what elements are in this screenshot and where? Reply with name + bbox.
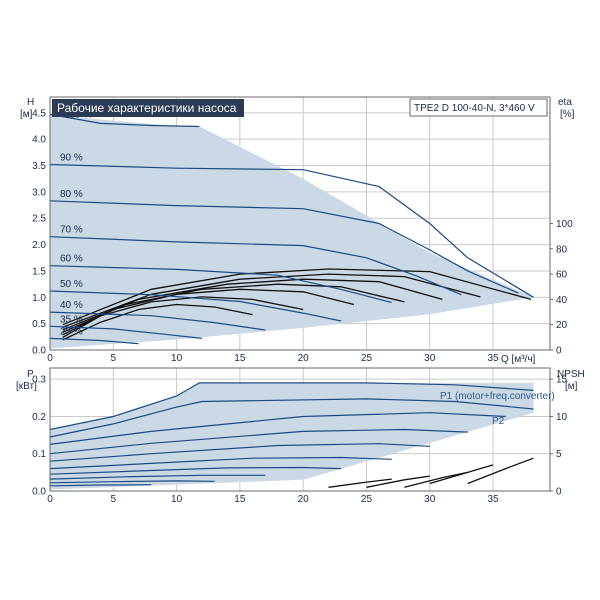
power-curves xyxy=(49,382,534,487)
x-tick-label: 0 xyxy=(47,353,53,364)
right-tick-label: 40 xyxy=(556,295,568,306)
power-chart: 0.0 0.1 0.2 0.3 0 5 10 15 20 25 30 35 0 5 10 15 P1 (mot… xyxy=(16,367,585,505)
speed-label: 35 % xyxy=(60,314,83,325)
x-axis-title: Q [м³/ч] xyxy=(501,354,536,365)
curve-5 xyxy=(49,456,392,470)
y-tick-label: 4.5 xyxy=(32,108,46,119)
p-axis-unit: [кВт] xyxy=(16,381,37,392)
y-tick-label: 0.2 xyxy=(32,412,46,423)
curve-p2 xyxy=(49,398,534,438)
npsh-curve-4 xyxy=(328,478,392,488)
y-tick-label: 0.3 xyxy=(32,375,46,386)
right-tick-label: 10 xyxy=(556,412,568,423)
curve-50- xyxy=(49,290,342,322)
y-axis-unit-left: [м] xyxy=(20,109,33,120)
y-tick-label: 0.0 xyxy=(32,487,46,498)
curve-6 xyxy=(49,466,342,475)
x-tick-label: 5 xyxy=(111,494,117,505)
speed-label: 70 % xyxy=(60,225,83,236)
npsh-curve-2 xyxy=(467,457,534,485)
npsh-curve-0 xyxy=(404,471,468,488)
y-tick-label: 1.0 xyxy=(32,293,46,304)
right-tick-label: 20 xyxy=(556,320,568,331)
y-tick-label: 0.5 xyxy=(32,319,46,330)
y-tick-label: 1.5 xyxy=(32,266,46,277)
curve-35- xyxy=(49,325,202,339)
power-chart-frame xyxy=(49,367,551,492)
right-tick-label: 60 xyxy=(556,270,568,281)
npsh-axis-unit: [м] xyxy=(565,381,578,392)
x-tick-label: 15 xyxy=(234,494,246,505)
x-tick-label: 10 xyxy=(171,494,183,505)
right-tick-label: 15 xyxy=(556,375,568,386)
p-axis-title: P xyxy=(27,369,34,380)
speed-label: 60 % xyxy=(60,254,83,265)
speed-label: 50 % xyxy=(60,279,83,290)
x-tick-label: 30 xyxy=(424,353,436,364)
right-tick-label: 100 xyxy=(556,219,573,230)
y-axis-unit-right: [%] xyxy=(560,109,575,120)
speed-label: 90 % xyxy=(60,152,83,163)
head-curves xyxy=(49,113,534,345)
x-tick-label: 35 xyxy=(487,494,499,505)
operating-area xyxy=(50,114,534,349)
curve-100- xyxy=(49,113,200,128)
right-tick-label: 80 xyxy=(556,244,568,255)
model-label: TPE2 D 100-40-N, 3*460 V xyxy=(414,103,535,114)
y-tick-label: 0.0 xyxy=(32,346,46,357)
curve-7 xyxy=(49,474,266,480)
eta-curve-6 xyxy=(62,303,253,341)
x-tick-label: 30 xyxy=(424,494,436,505)
curve-80- xyxy=(49,200,519,294)
y-tick-label: 2.5 xyxy=(32,214,46,225)
x-tick-label: 25 xyxy=(361,353,373,364)
model-box xyxy=(409,98,548,117)
curve-9 xyxy=(49,484,152,487)
chart-title: Рабочие характеристики насоса xyxy=(57,101,237,115)
curve-3 xyxy=(49,428,468,455)
x-tick-label: 35 xyxy=(487,353,499,364)
curve-70- xyxy=(49,236,462,296)
x-tick-label: 10 xyxy=(171,353,183,364)
speed-label: 25 % xyxy=(60,326,83,337)
right-tick-label: 0 xyxy=(556,487,562,498)
y-axis-title-right: eta xyxy=(558,97,572,108)
y-axis-title-left: H xyxy=(27,97,34,108)
curve-8 xyxy=(49,480,215,484)
eta-curve-5 xyxy=(62,296,304,338)
y-tick-label: 3.5 xyxy=(32,161,46,172)
label-p1: P1 (motor+freq.converter) xyxy=(440,391,555,402)
speed-label: 80 % xyxy=(60,189,83,200)
head-chart: 100 %90 %80 %70 %60 %50 %40 %35 %25 % 0.… xyxy=(20,96,575,365)
curve-40- xyxy=(49,311,266,331)
curve-60- xyxy=(49,265,392,304)
title-box xyxy=(52,99,244,117)
npsh-curves xyxy=(328,457,534,488)
npsh-axis-title: NPSH xyxy=(557,369,585,380)
curve-4 xyxy=(49,443,430,462)
y-tick-label: 2.0 xyxy=(32,240,46,251)
x-tick-label: 25 xyxy=(361,494,373,505)
x-tick-label: 0 xyxy=(47,494,53,505)
right-tick-label: 0 xyxy=(556,346,562,357)
y-tick-label: 4.0 xyxy=(32,135,46,146)
label-p2: P2 xyxy=(492,416,505,427)
eta-curve-0 xyxy=(62,268,532,326)
npsh-curve-1 xyxy=(429,464,494,485)
curve-25- xyxy=(49,337,139,345)
curve-2 xyxy=(49,412,506,445)
y-tick-label: 3.0 xyxy=(32,187,46,198)
x-tick-label: 20 xyxy=(298,353,310,364)
y-tick-label: 0.1 xyxy=(32,449,46,460)
speed-label: 40 % xyxy=(60,300,83,311)
curve-p1-motor-freq-converter- xyxy=(49,382,534,431)
npsh-curve-3 xyxy=(366,475,430,488)
right-tick-label: 5 xyxy=(556,449,562,460)
x-tick-label: 5 xyxy=(111,353,117,364)
curve-90- xyxy=(49,163,534,298)
efficiency-curves xyxy=(62,268,532,341)
x-tick-label: 20 xyxy=(298,494,310,505)
x-tick-label: 15 xyxy=(234,353,246,364)
